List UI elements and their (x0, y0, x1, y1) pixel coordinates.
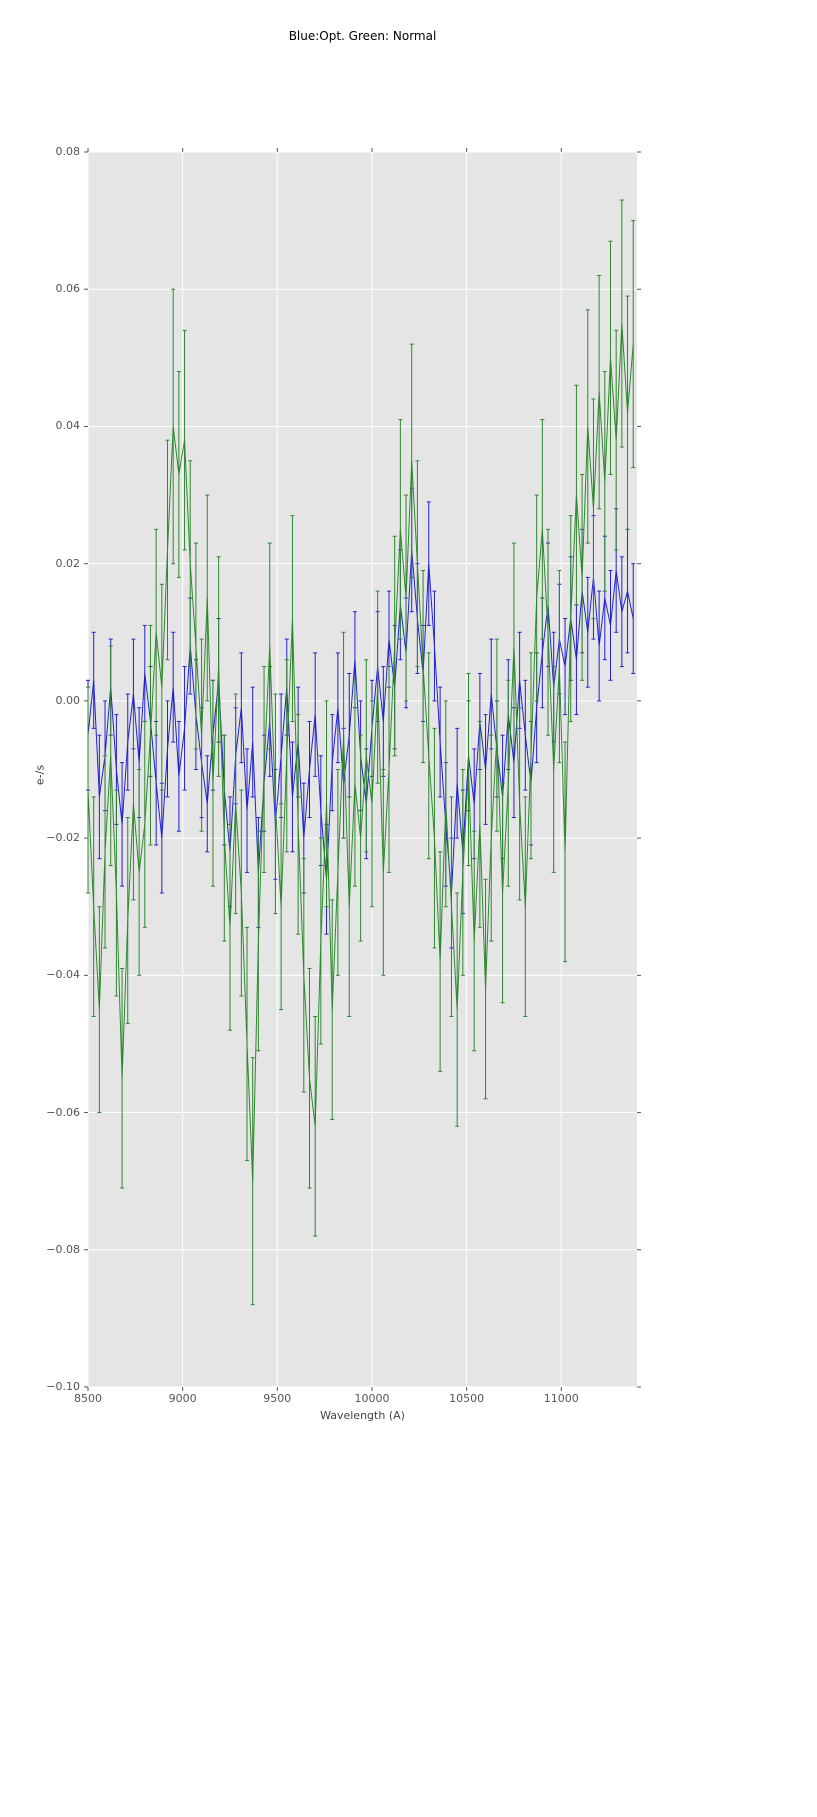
y-tick-label: 0.04 (55, 419, 81, 433)
y-tick-label: −0.04 (46, 968, 80, 982)
y-tick-label: 0.02 (55, 556, 81, 570)
y-tick-label: 0.08 (55, 145, 81, 158)
y-tick-label: −0.02 (46, 831, 80, 845)
x-tick-label: 11000 (543, 1392, 579, 1405)
y-tick-label: 0.00 (55, 693, 81, 707)
y-tick-label: −0.08 (46, 1242, 80, 1256)
x-tick-label: 8500 (74, 1392, 102, 1405)
x-tick-label: 9000 (168, 1392, 197, 1405)
y-tick-label: −0.10 (46, 1380, 80, 1393)
x-tick-label: 9500 (263, 1392, 292, 1405)
y-axis-label: e-/s (33, 764, 47, 786)
plot-area (84, 148, 641, 1391)
y-tick-label: −0.06 (46, 1105, 80, 1119)
x-tick-label: 10000 (354, 1392, 390, 1405)
chart-title: Blue:Opt. Green: Normal (288, 29, 437, 43)
y-tick-label: 0.06 (55, 282, 81, 296)
x-axis-label: Wavelength (A) (320, 1409, 405, 1422)
x-tick-label: 10500 (449, 1392, 485, 1405)
series-line-normal (87, 323, 634, 1182)
